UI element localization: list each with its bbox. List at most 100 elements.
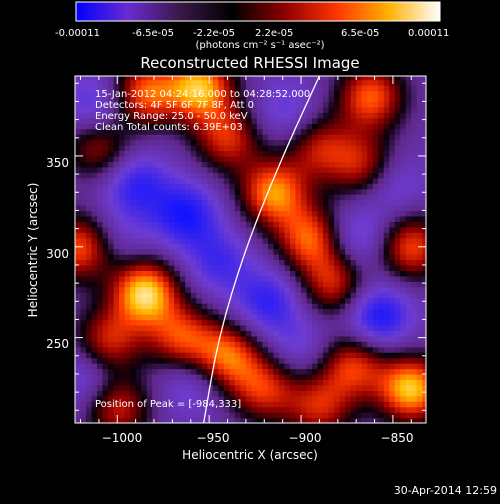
heatmap-cell [256, 101, 264, 108]
heatmap-cell [190, 237, 197, 244]
heatmap-cell [130, 346, 137, 353]
heatmap-cell [75, 194, 82, 201]
heatmap-cell [411, 232, 418, 239]
heatmap-cell [174, 308, 181, 315]
heatmap-cell [323, 95, 330, 103]
heatmap-cell [190, 379, 197, 386]
heatmap-cell [174, 259, 181, 266]
heatmap-cell [339, 313, 346, 321]
heatmap-cell [179, 275, 186, 282]
heatmap-cell [190, 172, 197, 179]
heatmap-cell [356, 183, 363, 190]
heatmap-cell [317, 406, 324, 413]
heatmap-cell [422, 270, 426, 277]
heatmap-cell [290, 134, 297, 141]
heatmap-cell [135, 101, 142, 108]
heatmap-cell [345, 379, 352, 386]
heatmap-cell [345, 106, 352, 113]
heatmap-cell [179, 406, 186, 413]
heatmap-cell [196, 79, 203, 86]
heatmap-cell [306, 384, 313, 391]
heatmap-cell [256, 275, 264, 282]
heatmap-cell [356, 134, 363, 141]
heatmap-cell [102, 363, 109, 370]
heatmap-cell [185, 401, 192, 408]
heatmap-cell [234, 90, 241, 97]
heatmap-cell [334, 335, 341, 342]
heatmap-cell [86, 128, 93, 135]
heatmap-cell [256, 335, 264, 342]
heatmap-cell [174, 368, 181, 375]
heatmap-cell [394, 335, 401, 342]
plot-frame [74, 75, 427, 424]
detectors-text: Detectors: 4F 5F 6F 7F 8F, Att 0 [95, 100, 254, 111]
heatmap-cell [108, 406, 115, 413]
heatmap-cell [179, 112, 186, 119]
heatmap-cell [267, 106, 275, 113]
heatmap-cell [80, 297, 87, 304]
heatmap-cell [91, 112, 98, 119]
heatmap-cell [251, 150, 258, 157]
heatmap-cell [97, 188, 104, 195]
heatmap-cell [102, 292, 109, 299]
heatmap-cell [389, 297, 396, 304]
heatmap-cell [256, 330, 264, 337]
heatmap-cell [75, 275, 82, 282]
heatmap-cell [113, 123, 120, 130]
heatmap-cell [367, 145, 374, 152]
heatmap-cell [290, 259, 297, 266]
heatmap-cell [245, 172, 253, 179]
heatmap-cell [317, 368, 324, 375]
heatmap-cell [256, 112, 264, 119]
heatmap-cell [86, 117, 93, 124]
heatmap-cell [119, 85, 126, 92]
heatmap-cell [295, 204, 302, 212]
heatmap-cell [422, 90, 426, 97]
heatmap-cell [86, 221, 93, 228]
heatmap-cell [284, 357, 291, 364]
heatmap-cell [400, 194, 407, 201]
heatmap-cell [245, 188, 253, 195]
heatmap-cell [212, 384, 219, 391]
heatmap-cell [278, 335, 286, 342]
heatmap-cell [306, 128, 313, 135]
heatmap-cell [422, 221, 426, 228]
heatmap-cell [411, 188, 418, 195]
heatmap-cell [251, 183, 258, 190]
heatmap-cell [218, 117, 225, 124]
heatmap-cell [190, 128, 197, 135]
heatmap-cell [119, 161, 126, 168]
heatmap-cell [372, 395, 379, 402]
heatmap-cell [152, 226, 159, 233]
heatmap-cell [97, 379, 104, 386]
heatmap-cell [130, 352, 137, 359]
heatmap-cell [405, 90, 412, 97]
heatmap-cell [267, 112, 275, 119]
heatmap-cell [119, 406, 126, 413]
colorbar-tick-label: 6.5e-05 [341, 28, 379, 39]
heatmap-cell [240, 117, 247, 124]
heatmap-cell [339, 308, 346, 315]
heatmap-cell [190, 341, 197, 348]
heatmap-cell [212, 390, 219, 397]
heatmap-cell [367, 210, 374, 217]
heatmap-cell [245, 270, 253, 277]
heatmap-cell [229, 324, 236, 331]
heatmap-cell [130, 155, 137, 162]
heatmap-cell [389, 286, 396, 293]
heatmap-cell [223, 379, 230, 386]
heatmap-cell [339, 183, 346, 190]
heatmap-cell [108, 281, 115, 288]
heatmap-cell [229, 177, 236, 184]
heatmap-cell [295, 85, 302, 92]
heatmap-cell [290, 270, 297, 277]
heatmap-cell [97, 373, 104, 380]
heatmap-cell [130, 363, 137, 370]
heatmap-cell [240, 90, 247, 97]
heatmap-cell [223, 226, 230, 233]
heatmap-cell [345, 112, 352, 119]
heatmap-cell [317, 248, 324, 255]
heatmap-cell [389, 123, 396, 130]
heatmap-cell [108, 254, 115, 261]
heatmap-cell [223, 286, 230, 293]
